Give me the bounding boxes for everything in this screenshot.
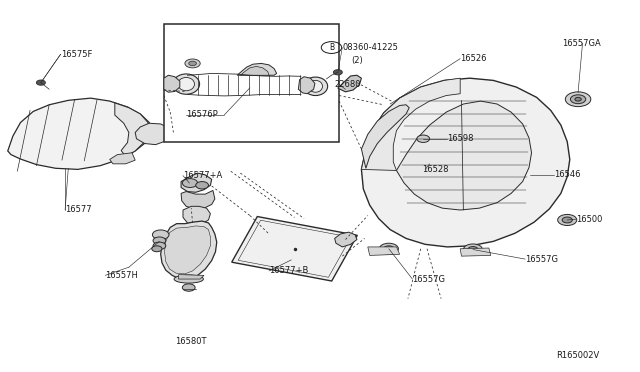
Circle shape (189, 61, 196, 65)
Polygon shape (161, 221, 217, 279)
Circle shape (185, 59, 200, 68)
Text: 16577: 16577 (65, 205, 92, 215)
Polygon shape (135, 123, 172, 145)
Text: 16528: 16528 (422, 165, 449, 174)
Text: 16546: 16546 (554, 170, 581, 179)
Polygon shape (164, 75, 180, 92)
Circle shape (182, 284, 195, 291)
Polygon shape (241, 66, 269, 75)
Bar (164, 24, 339, 142)
Text: (2): (2) (351, 56, 363, 65)
Circle shape (565, 92, 591, 107)
Circle shape (152, 246, 162, 252)
Circle shape (557, 214, 577, 225)
Polygon shape (8, 98, 151, 169)
Polygon shape (362, 78, 570, 247)
Ellipse shape (308, 80, 323, 92)
Circle shape (333, 70, 342, 75)
Circle shape (182, 179, 198, 187)
Polygon shape (232, 217, 357, 281)
Circle shape (196, 182, 209, 189)
Polygon shape (362, 78, 460, 170)
Circle shape (468, 247, 478, 253)
Ellipse shape (173, 74, 200, 94)
Text: 08360-41225: 08360-41225 (342, 43, 398, 52)
Polygon shape (179, 275, 204, 279)
Polygon shape (164, 226, 211, 274)
Circle shape (570, 95, 586, 104)
Text: 16500: 16500 (576, 215, 602, 224)
Polygon shape (298, 77, 315, 94)
Ellipse shape (166, 126, 179, 141)
Polygon shape (109, 153, 135, 164)
Circle shape (380, 243, 398, 254)
Polygon shape (181, 190, 215, 209)
Polygon shape (396, 101, 532, 210)
Circle shape (153, 237, 166, 244)
Text: 16557G: 16557G (525, 254, 558, 264)
Circle shape (417, 135, 429, 142)
Text: 16576P: 16576P (186, 110, 218, 119)
Ellipse shape (303, 77, 328, 96)
Circle shape (384, 246, 394, 252)
Circle shape (562, 217, 572, 223)
Text: R165002V: R165002V (556, 350, 599, 360)
Text: B: B (329, 43, 334, 52)
Text: 16575F: 16575F (61, 50, 92, 59)
Text: 16557G: 16557G (412, 275, 445, 283)
Ellipse shape (174, 275, 204, 283)
Text: 22680: 22680 (334, 80, 360, 89)
Circle shape (575, 97, 581, 101)
Text: 16557H: 16557H (105, 271, 138, 280)
Polygon shape (115, 103, 149, 157)
Text: 16577+B: 16577+B (269, 266, 308, 275)
Polygon shape (338, 75, 362, 92)
Circle shape (153, 242, 166, 250)
Text: 16580T: 16580T (175, 337, 206, 346)
Text: 16598: 16598 (447, 134, 474, 143)
Polygon shape (237, 63, 276, 75)
Circle shape (36, 80, 45, 85)
Ellipse shape (178, 77, 195, 91)
Circle shape (463, 244, 483, 255)
Polygon shape (460, 248, 491, 256)
Polygon shape (335, 232, 357, 247)
Circle shape (152, 230, 169, 240)
Polygon shape (181, 173, 212, 192)
Text: 16526: 16526 (460, 54, 486, 63)
Polygon shape (368, 247, 399, 256)
Text: 16577+A: 16577+A (183, 171, 222, 180)
Polygon shape (183, 206, 211, 225)
Polygon shape (362, 105, 409, 168)
Text: 16557GA: 16557GA (562, 39, 601, 48)
